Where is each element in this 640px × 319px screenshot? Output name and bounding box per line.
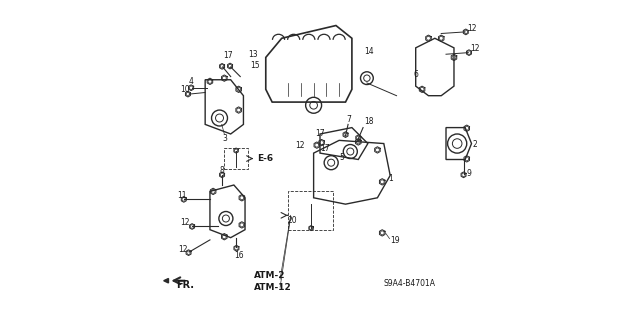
Text: 14: 14: [365, 47, 374, 56]
Text: 16: 16: [234, 251, 243, 260]
Text: 8: 8: [220, 166, 225, 174]
Text: 10: 10: [180, 85, 190, 94]
Text: 17: 17: [315, 130, 324, 138]
Text: E-6: E-6: [257, 154, 273, 163]
Text: 11: 11: [177, 191, 187, 200]
Text: 18: 18: [364, 117, 374, 126]
Text: 19: 19: [390, 236, 400, 245]
Text: 13: 13: [248, 50, 258, 59]
Text: S9A4-B4701A: S9A4-B4701A: [384, 279, 436, 288]
Polygon shape: [164, 278, 168, 283]
Text: 4: 4: [189, 77, 193, 86]
Text: 20: 20: [287, 216, 297, 225]
Text: 7: 7: [346, 115, 351, 124]
Text: ATM-12: ATM-12: [254, 283, 292, 292]
Text: 3: 3: [223, 134, 228, 143]
Text: 6: 6: [413, 70, 419, 79]
Text: 9: 9: [467, 169, 472, 178]
Text: 12: 12: [180, 218, 190, 227]
Text: ATM-2: ATM-2: [254, 271, 285, 280]
Text: FR.: FR.: [177, 279, 195, 290]
Text: 17: 17: [223, 51, 234, 60]
Text: 12: 12: [295, 141, 305, 150]
Text: 17: 17: [320, 144, 330, 153]
Text: 12: 12: [178, 245, 188, 254]
Text: 15: 15: [250, 61, 259, 70]
Text: 2: 2: [472, 140, 477, 149]
Text: 1: 1: [388, 174, 394, 183]
Text: 12: 12: [467, 24, 476, 33]
Text: 5: 5: [339, 153, 344, 162]
Text: 12: 12: [470, 44, 479, 53]
